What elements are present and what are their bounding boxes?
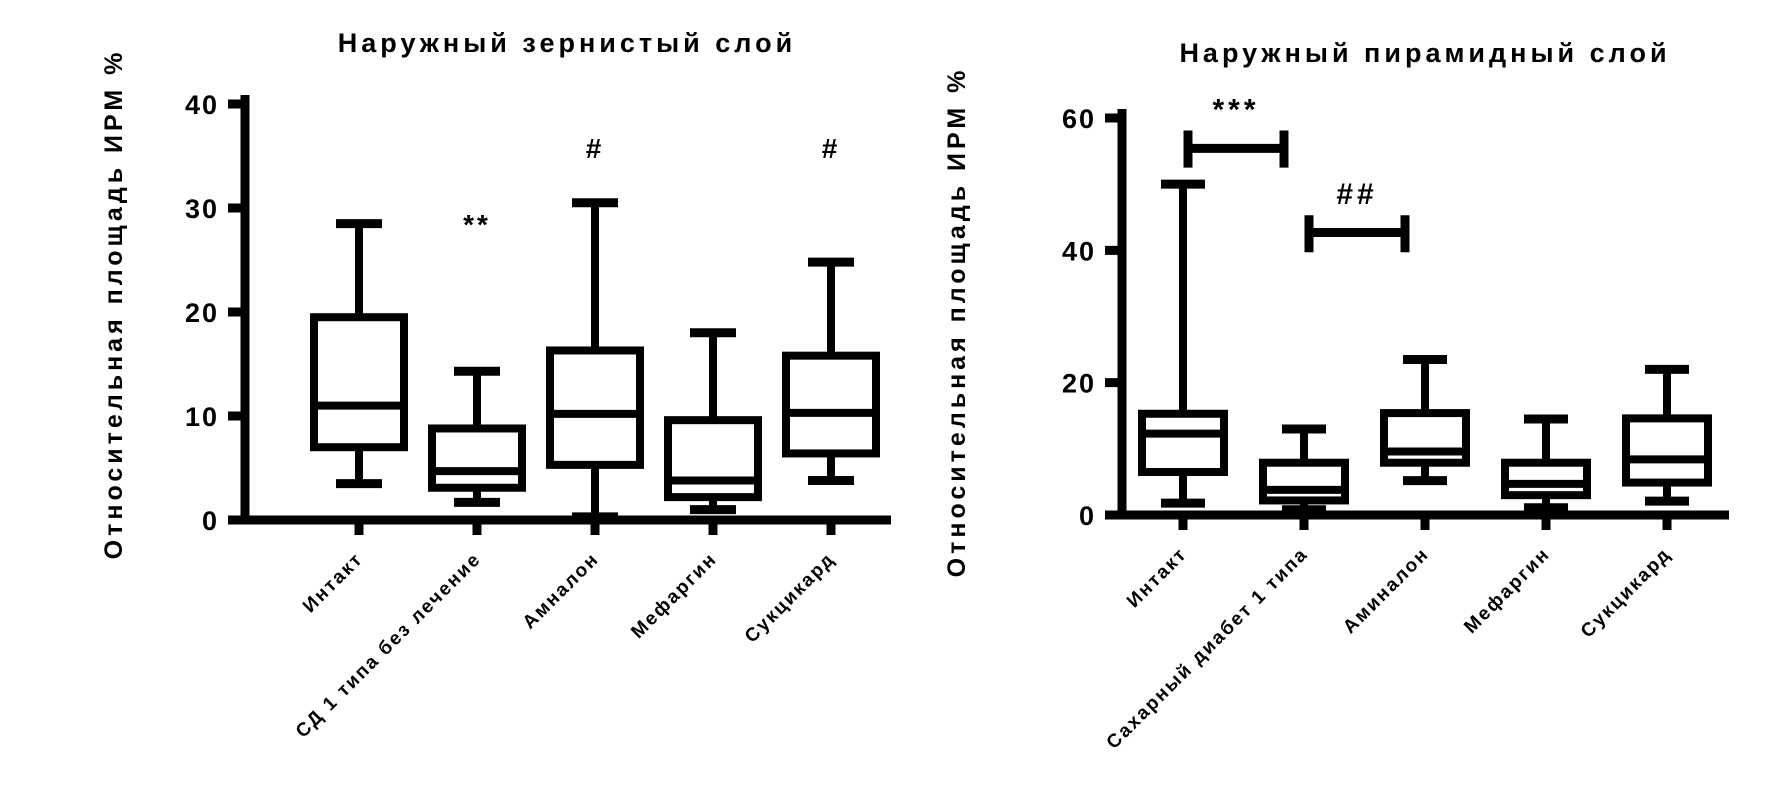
category-label: Сукцикард — [741, 549, 840, 648]
chart-title: Наружный зернистый слой — [338, 28, 796, 58]
category-label: Интакт — [1123, 544, 1191, 612]
box-iqr — [782, 351, 880, 458]
box-iqr — [428, 424, 526, 492]
box-iqr — [1138, 409, 1228, 476]
y-tick-label: 60 — [1062, 104, 1096, 134]
significance-marker: # — [822, 133, 841, 164]
box-iqr — [1259, 458, 1349, 505]
category-label: Аминалон — [1339, 544, 1433, 638]
box-iqr — [1622, 414, 1712, 487]
y-axis-label: Относительная площадь ИРМ % — [100, 49, 128, 560]
y-tick-label: 0 — [202, 506, 219, 536]
y-tick-label: 20 — [1062, 369, 1096, 399]
category-label: Мефаргин — [627, 549, 721, 643]
y-tick-label: 0 — [1079, 501, 1096, 531]
y-tick-label: 40 — [185, 90, 219, 120]
box-iqr — [664, 416, 762, 502]
boxplot-outer-granular-layer: Наружный зернистый слой Относительная пл… — [100, 28, 891, 742]
category-label: Сукцикард — [1577, 544, 1676, 643]
y-tick-label: 30 — [185, 194, 219, 224]
category-label: СД 1 типа без лечение — [292, 549, 486, 743]
category-label: Амналон — [519, 549, 604, 634]
category-label: Сахарный диабет 1 типа — [1103, 544, 1313, 754]
significance-marker: ## — [1336, 178, 1377, 211]
y-axis-label: Относительная площадь ИРМ % — [943, 67, 971, 578]
boxplot-outer-pyramidal-layer: Наружный пирамидный слой Относительная п… — [943, 38, 1729, 754]
y-tick-label: 10 — [185, 402, 219, 432]
box-iqr — [310, 313, 408, 452]
significance-marker: # — [586, 133, 605, 164]
y-tick-label: 20 — [185, 298, 219, 328]
box-iqr — [1501, 458, 1591, 500]
category-label: Интакт — [299, 549, 367, 617]
box-iqr — [546, 346, 644, 469]
significance-marker: ** — [463, 209, 491, 240]
significance-marker: *** — [1212, 93, 1259, 126]
chart-title: Наружный пирамидный слой — [1179, 38, 1670, 68]
y-tick-label: 40 — [1062, 236, 1096, 266]
category-label: Мефаргин — [1460, 544, 1554, 638]
